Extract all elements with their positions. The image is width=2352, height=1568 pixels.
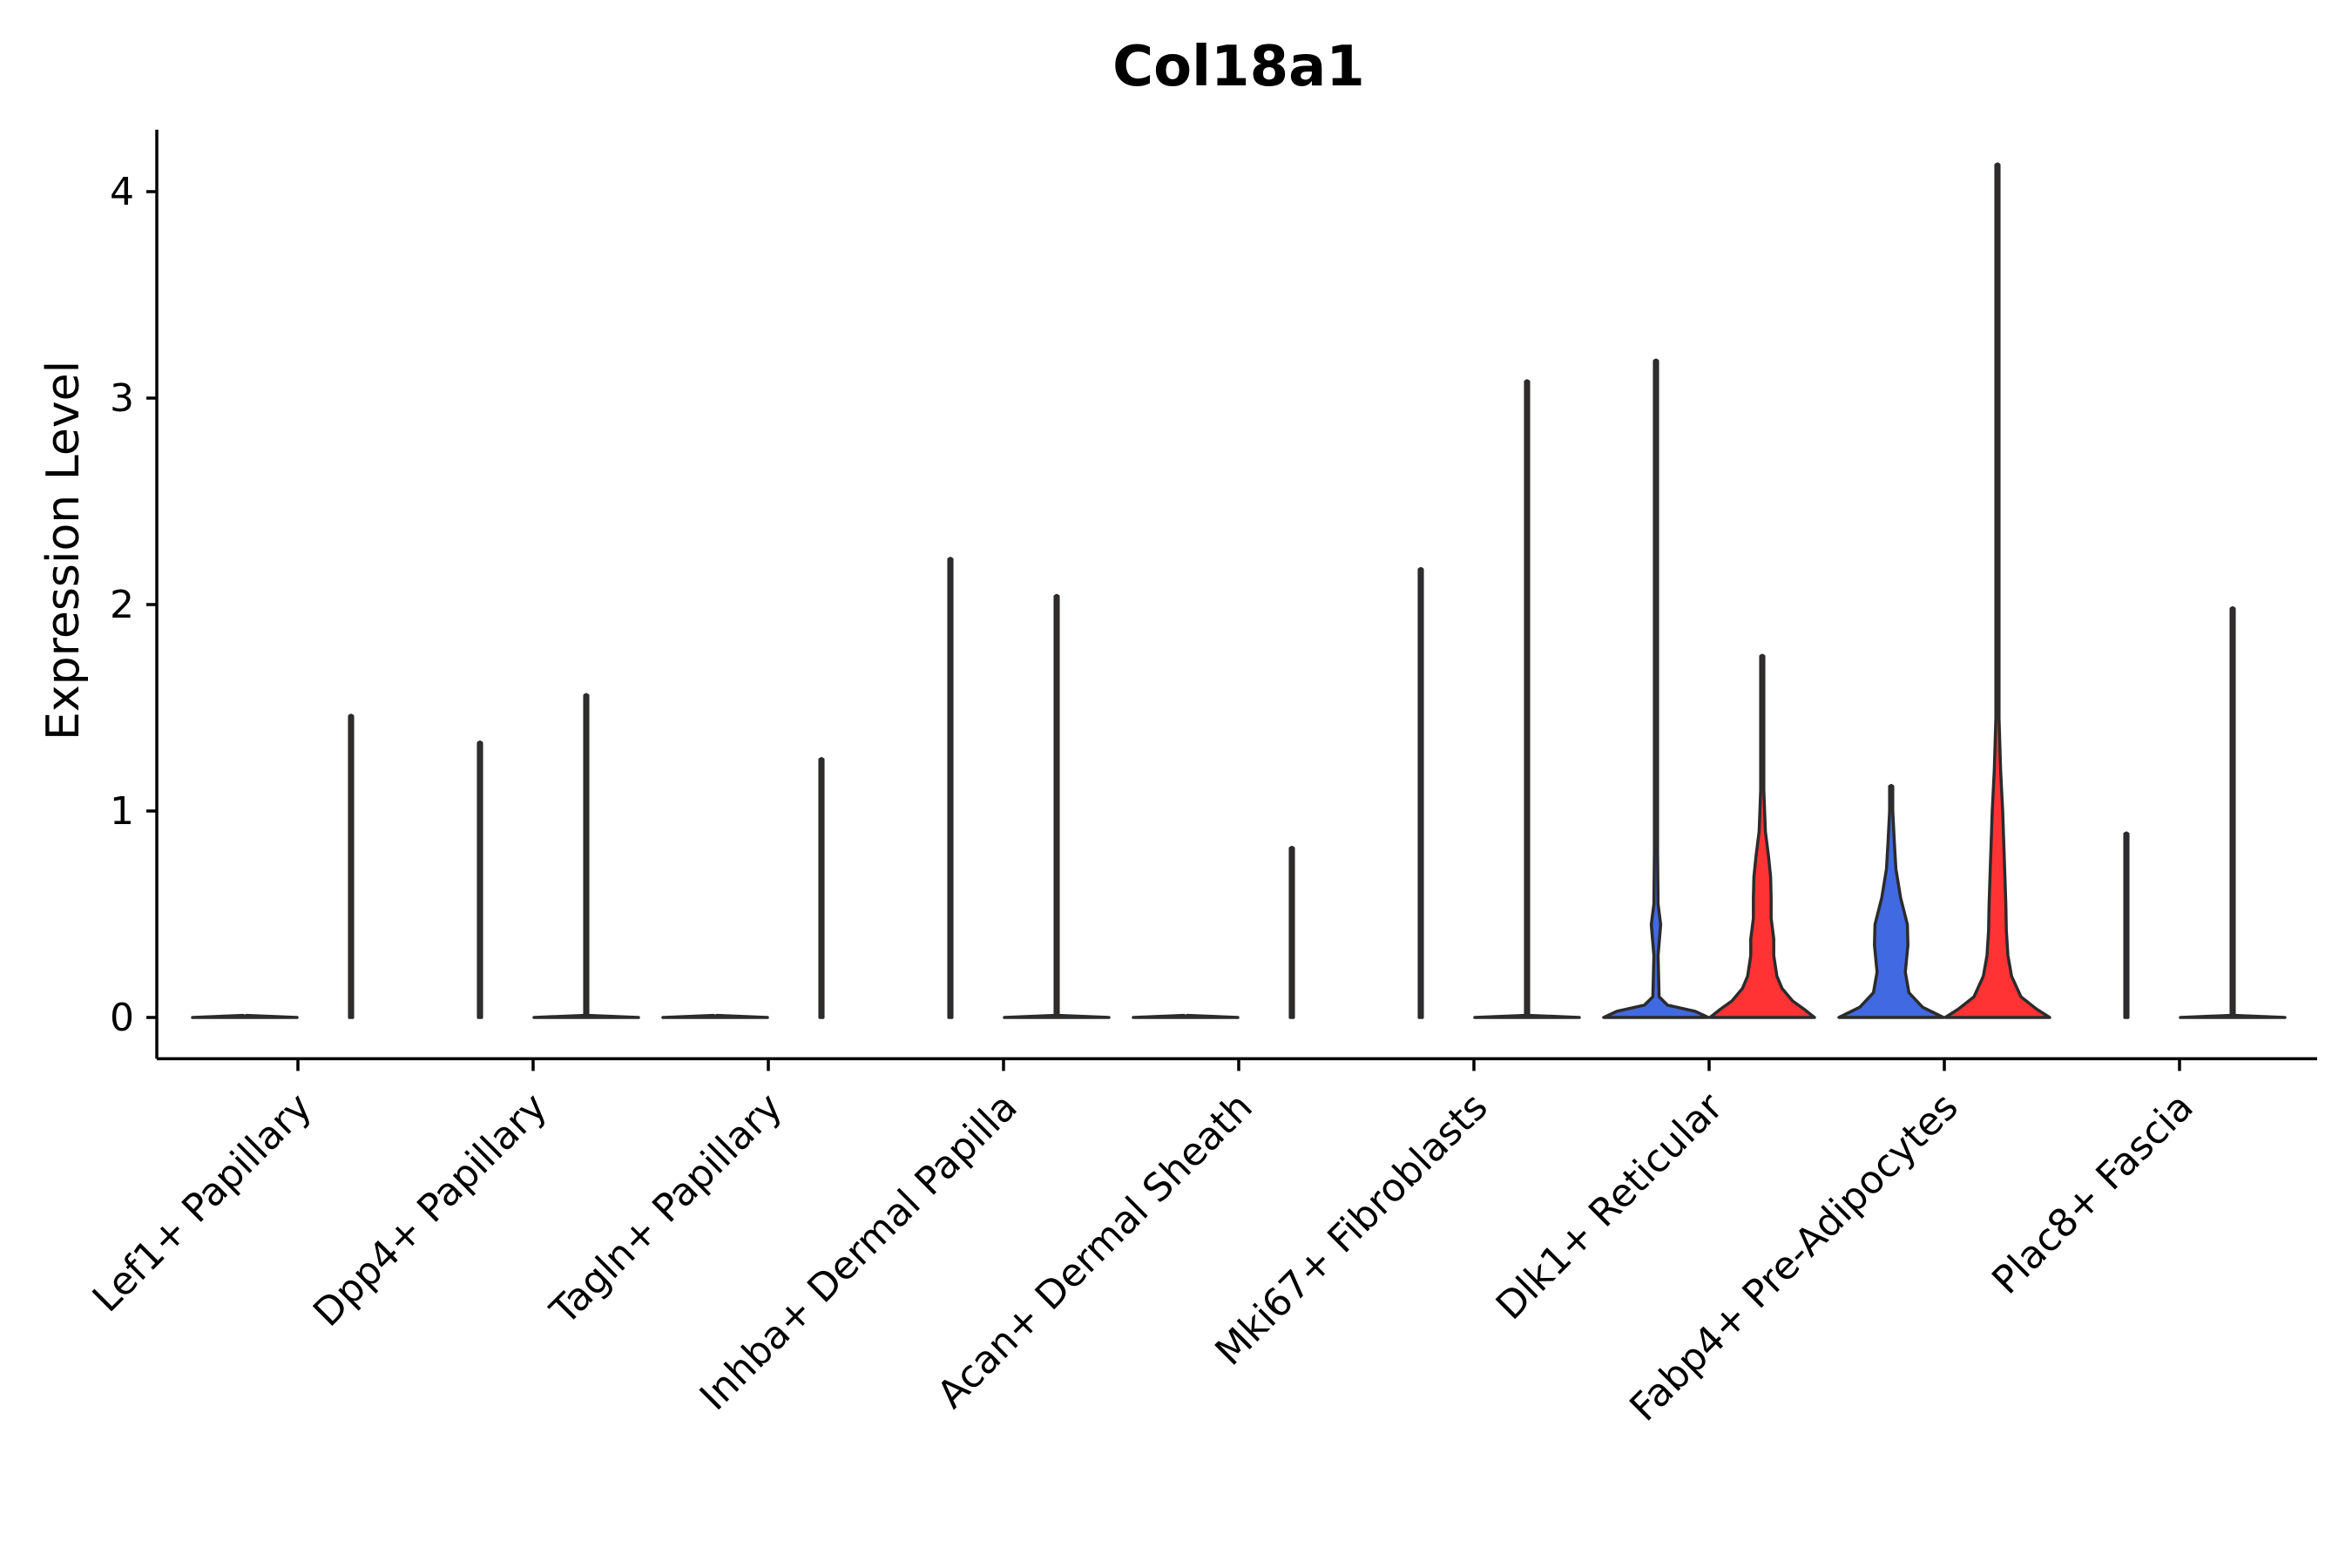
violin-group_b-7 — [1708, 653, 1816, 1019]
chart-title: Col18a1 — [1112, 35, 1365, 99]
violin-group_b-5 — [1288, 845, 1295, 1019]
y-tick-label: 1 — [110, 789, 134, 834]
y-ticks: 0 1 2 3 4 — [110, 170, 157, 1040]
violin-group_a-9 — [2123, 831, 2130, 1019]
x-tick-label: Dpp4+ Papillary — [305, 1085, 556, 1335]
violin-group_b-1 — [348, 713, 355, 1019]
x-tick-label: Mki67+ Fibroblasts — [1206, 1085, 1496, 1374]
y-tick-label: 3 — [110, 376, 134, 421]
violin-group_b-3 — [818, 757, 825, 1019]
violin-group_a-8 — [1837, 783, 1945, 1019]
x-tick-label: Lef1+ Papillary — [84, 1085, 321, 1321]
violin-group_a-7 — [1602, 358, 1710, 1019]
y-tick-label: 0 — [110, 996, 134, 1040]
x-tick-label: Tagln+ Papillary — [542, 1085, 791, 1334]
violin-group_b-2 — [532, 693, 640, 1019]
violin-group_a-2 — [476, 740, 483, 1019]
x-tick-label: Dlk1+ Reticular — [1488, 1084, 1733, 1328]
y-tick-label: 4 — [110, 170, 134, 214]
violin-group_a-4 — [947, 557, 954, 1019]
violin-group_a-1 — [191, 1013, 299, 1019]
y-axis-label: Expression Level — [37, 361, 90, 740]
violin-group_b-8 — [1943, 162, 2051, 1019]
violin-group_a-5 — [1132, 1013, 1240, 1019]
violin-group_a-3 — [661, 1013, 769, 1019]
y-tick-label: 2 — [110, 583, 134, 627]
violins-layer — [191, 162, 2287, 1019]
x-tick-label: Plac8+ Fascia — [1984, 1085, 2202, 1303]
violin-group_b-9 — [2179, 605, 2287, 1019]
axes-layer — [155, 129, 2317, 1061]
violin-group_a-6 — [1417, 566, 1424, 1019]
violin-group_b-4 — [1003, 593, 1111, 1019]
violin-group_b-6 — [1473, 379, 1581, 1019]
